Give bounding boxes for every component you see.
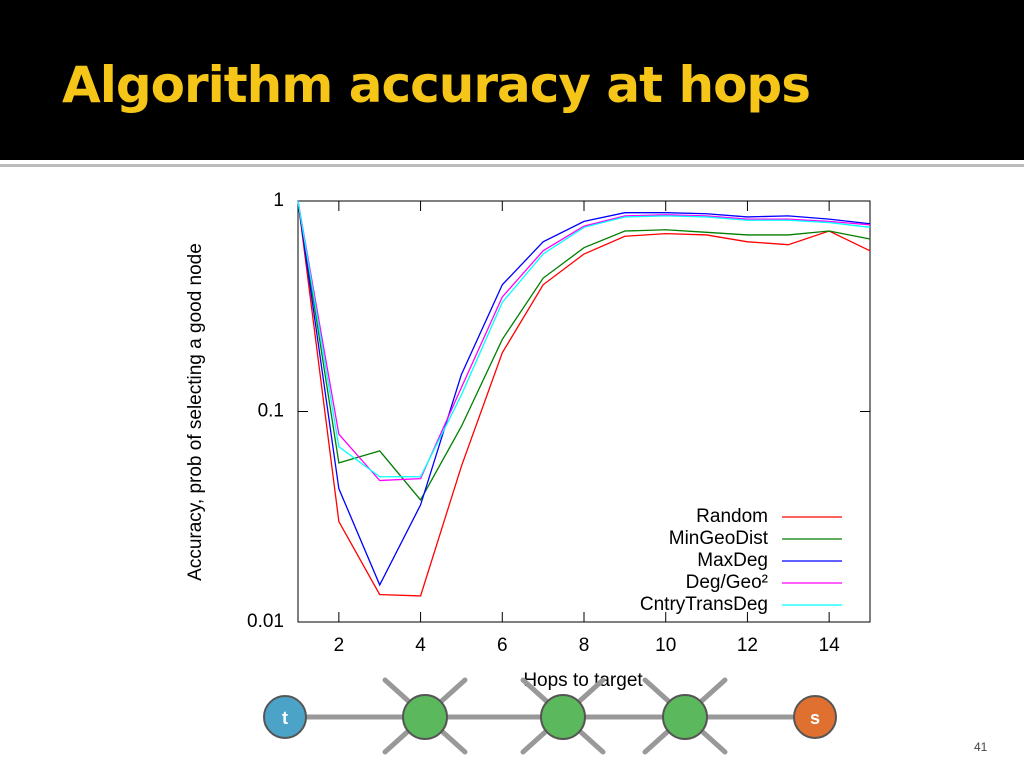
legend-label: MinGeoDist <box>669 528 769 549</box>
slide-title: Algorithm accuracy at hops <box>62 56 811 114</box>
series-line <box>297 200 871 587</box>
series-line <box>297 200 871 597</box>
legend-label: CntryTransDeg <box>640 594 768 615</box>
x-tick-label: 6 <box>497 635 508 656</box>
series-line <box>297 200 871 478</box>
x-axis-label: Hops to target <box>523 670 643 691</box>
legend-label: MaxDeg <box>697 550 768 571</box>
series-line <box>297 200 871 482</box>
legend-label: Random <box>696 506 768 527</box>
page-number: 41 <box>974 740 988 754</box>
plot-frame <box>297 200 871 623</box>
x-tick-label: 12 <box>737 635 758 656</box>
legend-label: Deg/Geo² <box>686 572 768 593</box>
x-tick-label: 4 <box>415 635 426 656</box>
header-bar <box>0 0 1024 160</box>
x-tick-label: 14 <box>819 635 841 656</box>
y-tick-label: 1 <box>273 190 284 211</box>
y-tick-label: 0.1 <box>258 401 284 422</box>
x-tick-label: 8 <box>579 635 590 656</box>
series-line <box>297 200 871 502</box>
x-tick-label: 2 <box>334 635 345 656</box>
y-tick-label: 0.01 <box>247 611 284 632</box>
divider <box>0 164 1024 167</box>
y-axis-label: Accuracy, prob of selecting a good node <box>185 243 206 581</box>
x-tick-label: 10 <box>655 635 676 656</box>
